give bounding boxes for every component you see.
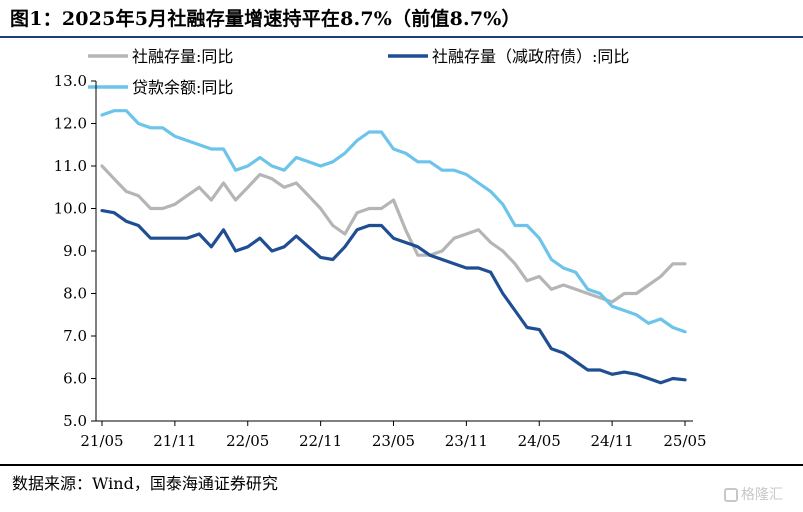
legend-label-2: 社融存量（减政府债）:同比 [432, 47, 629, 66]
series-line-2 [100, 209, 687, 385]
y-tick-label: 9.0 [63, 242, 87, 260]
legend-label-3: 贷款余额:同比 [132, 78, 233, 97]
x-tick-label: 25/05 [663, 432, 706, 450]
y-tick-label: 8.0 [63, 285, 87, 303]
x-tick-label: 22/11 [299, 432, 342, 450]
y-tick-label: 7.0 [63, 327, 87, 345]
y-tick-label: 10.0 [54, 200, 87, 218]
figure-title: 图1：2025年5月社融存量增速持平在8.7%（前值8.7%） [10, 8, 521, 30]
x-axis: 21/05 21/11 22/05 22/11 23/05 23/11 24/05 24/11… [80, 420, 707, 450]
watermark-logo-icon [724, 488, 738, 502]
series-line-1 [100, 164, 687, 304]
watermark-text: 格隆汇 [741, 487, 783, 503]
x-tick-label: 24/05 [518, 432, 561, 450]
y-tick-label: 13.0 [54, 72, 87, 90]
x-tick-label: 23/11 [445, 432, 488, 450]
y-axis: 13.0 12.0 11.0 10.0 9.0 8.0 7.0 6.0 5.0 [54, 72, 97, 430]
title-divider [0, 36, 803, 38]
watermark: 格隆汇 [724, 484, 783, 504]
series-line-3 [100, 109, 687, 334]
legend-label-1: 社融存量:同比 [132, 47, 233, 66]
x-tick-label: 24/11 [591, 432, 634, 450]
plot-area [100, 109, 687, 385]
x-tick-label: 22/05 [226, 432, 269, 450]
y-tick-label: 6.0 [63, 370, 87, 388]
source-note: 数据来源：Wind，国泰海通证券研究 [12, 474, 278, 493]
x-tick-label: 23/05 [372, 432, 415, 450]
x-tick-label: 21/05 [80, 432, 123, 450]
x-tick-label: 21/11 [153, 432, 196, 450]
y-tick-label: 5.0 [63, 412, 87, 430]
y-tick-label: 12.0 [54, 115, 87, 133]
source-divider [0, 464, 803, 466]
y-tick-label: 11.0 [54, 157, 87, 175]
